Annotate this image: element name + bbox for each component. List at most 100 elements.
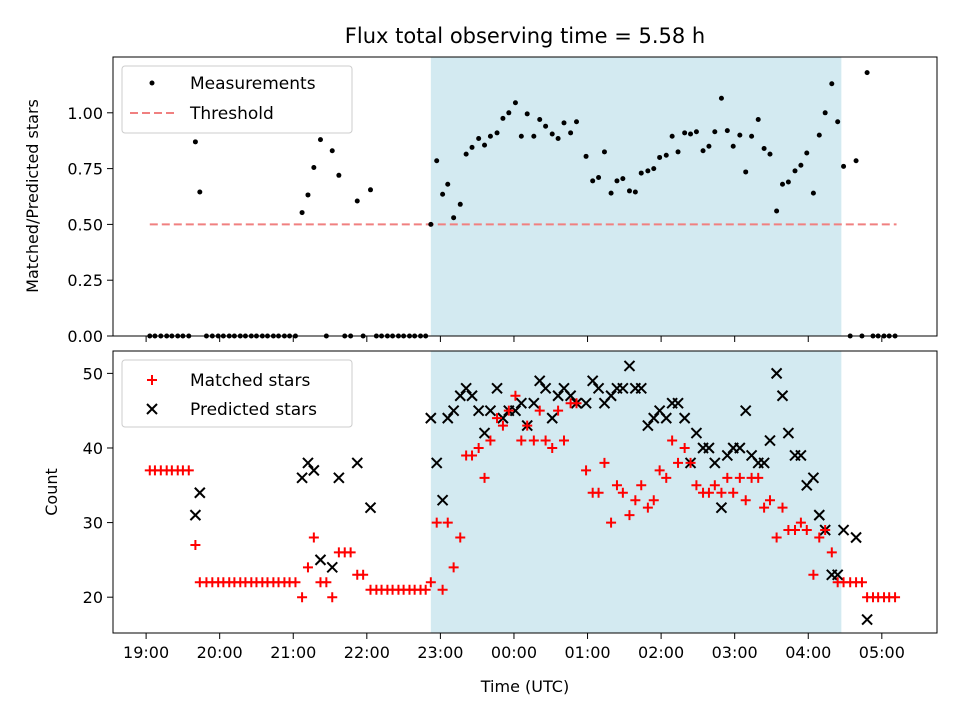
predicted-point [552,390,564,402]
measurement-point [555,135,561,141]
matched-point [673,457,684,468]
predicted-point [592,382,605,395]
predicted-point [528,397,540,409]
predicted-point [478,427,491,439]
predicted-point [690,427,703,439]
measurement-point [841,163,847,169]
measurement-point [192,139,198,145]
measurement-point [774,208,780,214]
predicted-point [460,382,472,395]
predicted-point [333,472,345,484]
matched-point [716,487,727,498]
matched-point [661,472,672,483]
predicted-point [617,382,629,395]
measurement-point [785,179,791,185]
predicted-point [497,412,509,424]
predicted-point [364,501,377,514]
measurement-point [798,162,804,168]
predicted-point [296,472,308,484]
legend-measurements-label: Measurements [190,74,316,94]
bottom-ytick-label: 30 [83,514,103,533]
matched-point [431,517,442,528]
matched-point [503,405,514,416]
bottom-panel: 20 30 40 50 19:00 20:00 21:00 22:00 23:00 00:00 0… [42,350,938,696]
measurement-point [299,210,305,216]
matched-point [522,420,533,431]
matched-point [624,510,635,521]
xtick-label: 02:00 [638,643,684,662]
measurement-point [706,143,712,149]
measurement-point [354,198,360,204]
measurement-point [718,95,724,101]
measurement-point [549,131,555,137]
measurement-point [632,189,638,195]
measurement-point [835,119,841,125]
measurement-point [743,169,749,175]
matched-point [485,435,496,446]
measurement-point [482,142,488,148]
matched-point [516,435,527,446]
matched-point [801,525,812,536]
predicted-point [764,434,776,447]
top-ytick-label: 0.50 [67,215,103,234]
matched-point [611,480,622,491]
measurement-point [688,131,694,137]
measurement-point [336,172,342,178]
predicted-point [425,412,437,424]
predicted-point [454,390,466,402]
predicted-point [189,509,202,521]
measurement-point [583,153,589,159]
measurement-point [682,130,688,136]
measurement-point [469,144,475,150]
predicted-point [491,382,503,395]
predicted-point [703,442,715,454]
matched-point [790,525,801,536]
predicted-point [758,457,770,469]
matched-point [759,502,770,513]
measurement-point [428,221,434,227]
matched-point [425,577,436,588]
predicted-point [831,569,844,581]
measurement-point [663,152,669,158]
matched-point [321,577,332,588]
predicted-point [515,397,528,409]
top-ytick-label: 0.75 [67,160,103,179]
measurement-point [693,129,699,135]
measurement-point [724,128,730,134]
matched-point [890,592,901,603]
chart-title: Flux total observing time = 5.58 h [345,24,705,48]
predicted-point [351,457,363,469]
predicted-point [795,449,807,462]
predicted-point [484,404,497,417]
bottom-y-axis-label: Count [42,468,61,516]
predicted-point [770,367,783,380]
predicted-point [466,390,478,402]
matched-point [479,472,490,483]
legend-matched-label: Matched stars [190,371,310,391]
matched-point [327,592,338,603]
measurement-point [620,176,626,182]
xtick-label: 05:00 [859,643,905,662]
measurement-point [645,168,651,174]
predicted-point [194,487,206,499]
matched-point [593,487,604,498]
measurement-point [500,115,506,121]
legend-predicted-marker [146,403,158,415]
measurement-point [368,187,373,193]
measurement-point [518,133,524,139]
matched-point [764,495,775,506]
predicted-point [807,472,820,484]
measurement-point [305,192,311,198]
measurement-point [767,151,773,157]
matched-point [442,517,453,528]
matched-point [709,480,720,491]
matched-point [606,517,617,528]
matched-point [667,435,678,446]
measurement-point [804,150,810,156]
predicted-point [302,457,314,469]
predicted-point [586,375,599,387]
measurement-point [755,116,761,122]
matched-point [722,472,733,483]
measurement-point [864,70,870,76]
